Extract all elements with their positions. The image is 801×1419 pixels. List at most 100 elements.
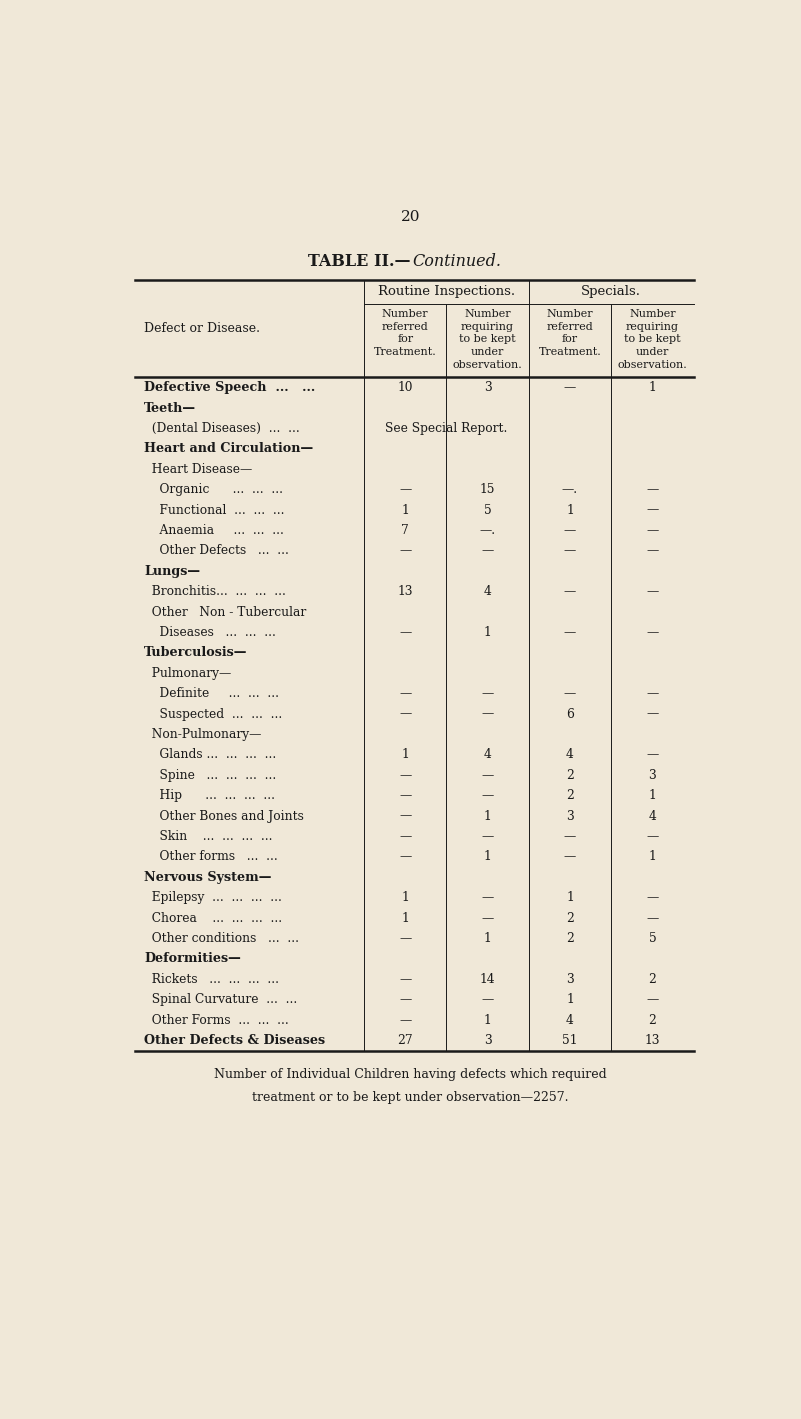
Text: 1: 1 (649, 382, 656, 394)
Text: —: — (399, 687, 411, 700)
Text: —: — (481, 911, 493, 925)
Text: 6: 6 (566, 708, 574, 721)
Text: Number
requiring
to be kept
under
observation.: Number requiring to be kept under observ… (618, 309, 687, 370)
Text: —: — (399, 932, 411, 945)
Text: Heart Disease—: Heart Disease— (144, 463, 252, 475)
Text: 1: 1 (484, 810, 492, 823)
Text: 13: 13 (397, 585, 413, 599)
Text: Other forms   ...  ...: Other forms ... ... (144, 850, 278, 863)
Text: —: — (399, 973, 411, 986)
Text: 1: 1 (401, 891, 409, 904)
Text: —: — (481, 545, 493, 558)
Text: —: — (564, 626, 576, 639)
Text: 4: 4 (484, 585, 492, 599)
Text: —: — (481, 708, 493, 721)
Text: Glands ...  ...  ...  ...: Glands ... ... ... ... (144, 748, 276, 762)
Text: —: — (399, 626, 411, 639)
Text: —: — (646, 687, 658, 700)
Text: 2: 2 (649, 1013, 656, 1027)
Text: —: — (564, 687, 576, 700)
Text: 2: 2 (566, 932, 574, 945)
Text: —: — (399, 708, 411, 721)
Text: —: — (399, 830, 411, 843)
Text: 5: 5 (484, 504, 492, 517)
Text: Other Bones and Joints: Other Bones and Joints (144, 810, 304, 823)
Text: Definite     ...  ...  ...: Definite ... ... ... (144, 687, 280, 700)
Text: Number of Individual Children having defects which required: Number of Individual Children having def… (214, 1067, 607, 1081)
Text: Routine Inspections.: Routine Inspections. (378, 285, 515, 298)
Text: 1: 1 (566, 891, 574, 904)
Text: 4: 4 (649, 810, 656, 823)
Text: —: — (564, 585, 576, 599)
Text: Continued.: Continued. (412, 254, 501, 271)
Text: —: — (399, 1013, 411, 1027)
Text: —.: —. (480, 524, 496, 536)
Text: 1: 1 (566, 504, 574, 517)
Text: Organic      ...  ...  ...: Organic ... ... ... (144, 482, 284, 497)
Text: —: — (646, 504, 658, 517)
Text: 10: 10 (397, 382, 413, 394)
Text: —: — (646, 585, 658, 599)
Text: Tuberculosis—: Tuberculosis— (144, 647, 248, 660)
Text: 3: 3 (649, 769, 656, 782)
Text: 27: 27 (397, 1034, 413, 1047)
Text: —: — (564, 545, 576, 558)
Text: —: — (481, 993, 493, 1006)
Text: treatment or to be kept under observation—2257.: treatment or to be kept under observatio… (252, 1091, 569, 1104)
Text: TABLE II.—: TABLE II.— (308, 254, 410, 271)
Text: See Special Report.: See Special Report. (385, 421, 508, 434)
Text: —: — (399, 482, 411, 497)
Text: Lungs—: Lungs— (144, 565, 200, 578)
Text: Bronchitis...  ...  ...  ...: Bronchitis... ... ... ... (144, 585, 286, 599)
Text: 20: 20 (400, 210, 421, 224)
Text: —: — (564, 382, 576, 394)
Text: 1: 1 (566, 993, 574, 1006)
Text: 1: 1 (401, 911, 409, 925)
Text: —: — (646, 626, 658, 639)
Text: Rickets   ...  ...  ...  ...: Rickets ... ... ... ... (144, 973, 280, 986)
Text: 5: 5 (649, 932, 656, 945)
Text: 2: 2 (566, 911, 574, 925)
Text: 1: 1 (401, 748, 409, 762)
Text: 1: 1 (649, 850, 656, 863)
Text: Suspected  ...  ...  ...: Suspected ... ... ... (144, 708, 283, 721)
Text: Functional  ...  ...  ...: Functional ... ... ... (144, 504, 284, 517)
Text: —: — (481, 687, 493, 700)
Text: Number
referred
for
Treatment.: Number referred for Treatment. (374, 309, 437, 358)
Text: Other conditions   ...  ...: Other conditions ... ... (144, 932, 300, 945)
Text: Teeth—: Teeth— (144, 402, 196, 414)
Text: Epilepsy  ...  ...  ...  ...: Epilepsy ... ... ... ... (144, 891, 282, 904)
Text: 2: 2 (649, 973, 656, 986)
Text: (Dental Diseases)  ...  ...: (Dental Diseases) ... ... (144, 421, 300, 434)
Text: 3: 3 (484, 1034, 492, 1047)
Text: —: — (481, 789, 493, 802)
Text: 14: 14 (480, 973, 495, 986)
Text: —: — (564, 830, 576, 843)
Text: 4: 4 (566, 748, 574, 762)
Text: 1: 1 (484, 626, 492, 639)
Text: 3: 3 (566, 810, 574, 823)
Text: 1: 1 (401, 504, 409, 517)
Text: Heart and Circulation—: Heart and Circulation— (144, 443, 313, 455)
Text: Other Defects & Diseases: Other Defects & Diseases (144, 1034, 325, 1047)
Text: —: — (481, 769, 493, 782)
Text: Nervous System—: Nervous System— (144, 871, 272, 884)
Text: Defective Speech  ...   ...: Defective Speech ... ... (144, 382, 316, 394)
Text: 3: 3 (484, 382, 492, 394)
Text: Defect or Disease.: Defect or Disease. (144, 322, 260, 335)
Text: —: — (399, 769, 411, 782)
Text: 1: 1 (484, 1013, 492, 1027)
Text: —: — (399, 545, 411, 558)
Text: Other Forms  ...  ...  ...: Other Forms ... ... ... (144, 1013, 289, 1027)
Text: —: — (481, 891, 493, 904)
Text: —: — (646, 482, 658, 497)
Text: Other   Non - Tubercular: Other Non - Tubercular (144, 606, 307, 619)
Text: —: — (399, 993, 411, 1006)
Text: Diseases   ...  ...  ...: Diseases ... ... ... (144, 626, 276, 639)
Text: Number
requiring
to be kept
under
observation.: Number requiring to be kept under observ… (453, 309, 522, 370)
Text: —: — (646, 524, 658, 536)
Text: Deformities—: Deformities— (144, 952, 241, 965)
Text: 3: 3 (566, 973, 574, 986)
Text: 2: 2 (566, 769, 574, 782)
Text: —: — (481, 830, 493, 843)
